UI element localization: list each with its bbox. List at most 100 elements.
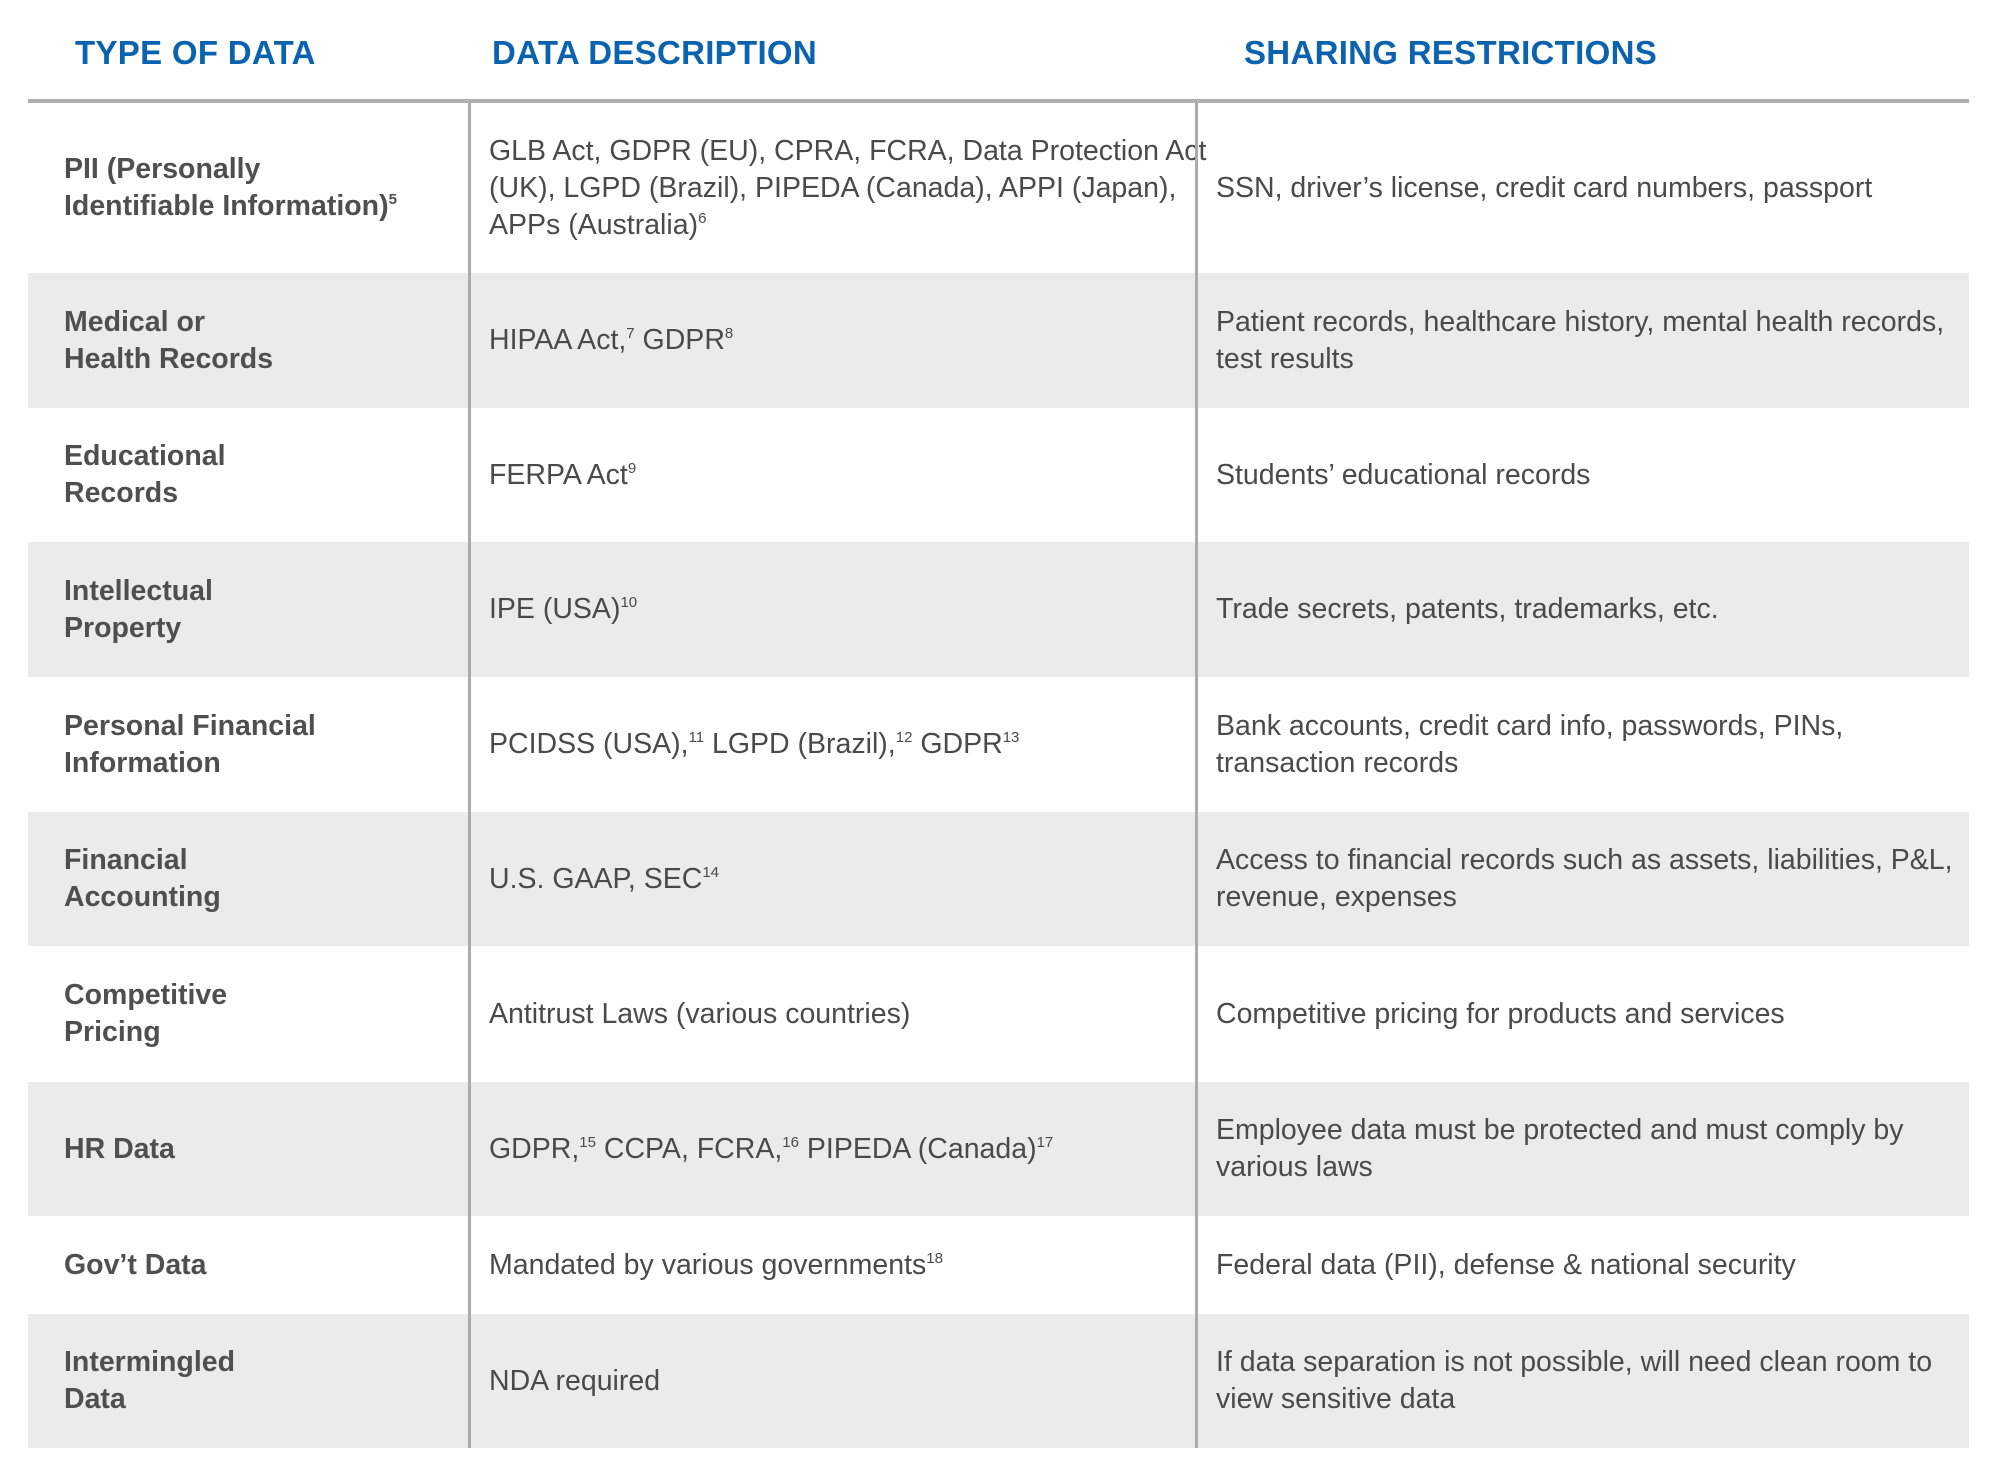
text-segment: Financial (64, 844, 188, 876)
data-description-cell: Antitrust Laws (various countries) (489, 946, 1209, 1082)
footnote-ref: 7 (626, 325, 635, 342)
column-divider-1 (468, 103, 471, 1448)
sharing-restrictions-cell-text: Federal data (PII), defense & national s… (1216, 1247, 1796, 1284)
text-segment: Identifiable Information) (64, 190, 389, 222)
type-of-data-cell: Intellectual Property (64, 542, 464, 677)
data-description-cell: IPE (USA)10 (489, 542, 1209, 677)
footnote-ref: 15 (579, 1133, 596, 1151)
sharing-restrictions-cell-text: Students’ educational records (1216, 457, 1590, 494)
footnote-ref: 8 (724, 325, 734, 342)
type-of-data-cell: Medical or Health Records (64, 273, 464, 408)
data-description-cell: GLB Act, GDPR (EU), CPRA, FCRA, Data Pro… (489, 103, 1209, 273)
sharing-restrictions-cell-text: Trade secrets, patents, trademarks, etc. (1216, 591, 1719, 628)
data-description-cell-text: HIPAA Act,7 GDPR8 (489, 322, 733, 359)
sharing-restrictions-cell: Trade secrets, patents, trademarks, etc. (1216, 542, 1961, 677)
sharing-restrictions-cell: Competitive pricing for products and ser… (1216, 946, 1961, 1082)
column-divider-2 (1195, 103, 1198, 1448)
data-description-cell-text: Mandated by various governments18 (489, 1247, 943, 1284)
header-data-description: DATA DESCRIPTION (492, 34, 818, 71)
sharing-restrictions-cell-text: Employee data must be protected and must… (1216, 1112, 1961, 1186)
text-segment: U.S. GAAP, SEC (489, 862, 703, 895)
text-segment: Educational (64, 440, 226, 472)
footnote-ref: 18 (926, 1249, 943, 1267)
table-row: Competitive Pricing Antitrust Laws (variou… (28, 946, 1969, 1082)
text-segment: IPE (USA) (489, 593, 621, 625)
text-segment: Information (64, 746, 221, 779)
sharing-restrictions-cell-text: Patient records, healthcare history, men… (1216, 304, 1961, 378)
text-segment: PIPEDA (Canada) (798, 1132, 1037, 1165)
type-of-data-cell-text: Gov’t Data (64, 1247, 207, 1284)
data-description-cell-text: PCIDSS (USA),11 LGPD (Brazil),12 GDPR13 (489, 726, 1019, 763)
text-segment: Antitrust Laws (various countries) (489, 997, 911, 1030)
data-description-cell-text: FERPA Act9 (489, 457, 636, 494)
header-divider (28, 99, 1969, 103)
text-segment: Medical or (64, 305, 205, 338)
footnote-ref: 11 (688, 729, 705, 746)
sharing-restrictions-cell-text: Competitive pricing for products and ser… (1216, 996, 1785, 1033)
data-description-cell-text: U.S. GAAP, SEC14 (489, 861, 719, 898)
type-of-data-cell-text: Personal Financial Information (64, 708, 316, 782)
data-description-cell: U.S. GAAP, SEC14 (489, 812, 1209, 946)
sharing-restrictions-cell: Students’ educational records (1216, 408, 1961, 542)
text-segment: If data separation is not possible, will… (1216, 1346, 1933, 1415)
data-description-cell: GDPR,15 CCPA, FCRA,16 PIPEDA (Canada)17 (489, 1082, 1209, 1216)
text-segment: CCPA, FCRA, (595, 1132, 783, 1165)
type-of-data-cell-text: Competitive Pricing (64, 977, 227, 1051)
type-of-data-cell-text: Educational Records (64, 438, 226, 512)
sharing-restrictions-cell: Employee data must be protected and must… (1216, 1082, 1961, 1216)
text-segment: Data (64, 1383, 126, 1415)
type-of-data-cell-text: PII (Personally Identifiable Information)… (64, 151, 397, 225)
text-segment: Health Records (64, 342, 274, 375)
data-description-cell-text: IPE (USA)10 (489, 591, 637, 628)
text-segment: NDA required (489, 1364, 661, 1397)
text-segment: Competitive pricing for products and ser… (1216, 997, 1785, 1030)
sharing-restrictions-cell-text: SSN, driver’s license, credit card numbe… (1216, 170, 1872, 207)
text-segment: GDPR, (489, 1132, 580, 1165)
type-of-data-cell-text: HR Data (64, 1131, 175, 1168)
table-row: Medical or Health Records HIPAA Act,7 GDPR… (28, 273, 1969, 408)
text-segment: GLB Act, GDPR (EU), CPRA, FCRA, Data Pro… (489, 134, 1207, 241)
sharing-restrictions-cell-text: If data separation is not possible, will… (1216, 1344, 1961, 1418)
text-segment: Patient records, healthcare history, men… (1216, 305, 1945, 375)
type-of-data-cell-text: Intermingled Data (64, 1344, 235, 1418)
text-segment: Gov’t Data (64, 1248, 207, 1281)
sharing-restrictions-cell: If data separation is not possible, will… (1216, 1314, 1961, 1448)
type-of-data-cell: Gov’t Data (64, 1216, 464, 1314)
text-segment: Students’ educational records (1216, 458, 1591, 491)
footnote-ref: 10 (620, 594, 638, 611)
type-of-data-cell: Intermingled Data (64, 1314, 464, 1448)
text-segment: Employee data must be protected and must… (1216, 1114, 1904, 1183)
text-segment: Trade secrets, patents, trademarks, etc. (1216, 593, 1719, 625)
text-segment: Accounting (64, 881, 221, 913)
data-description-cell: HIPAA Act,7 GDPR8 (489, 273, 1209, 408)
sharing-restrictions-cell: Bank accounts, credit card info, passwor… (1216, 677, 1961, 812)
text-segment: SSN, driver’s license, credit card numbe… (1216, 171, 1873, 204)
data-description-cell-text: NDA required (489, 1363, 660, 1400)
type-of-data-cell-text: Financial Accounting (64, 842, 221, 916)
footnote-ref: 5 (388, 191, 397, 208)
table-row: PII (Personally Identifiable Information)… (28, 103, 1969, 273)
type-of-data-cell: PII (Personally Identifiable Information)… (64, 103, 464, 273)
footnote-ref: 6 (698, 209, 707, 227)
text-segment: HIPAA Act, (489, 324, 627, 356)
sharing-restrictions-cell-text: Access to financial records such as asse… (1216, 842, 1961, 916)
table-row: Financial Accounting U.S. GAAP, SEC14 Acces… (28, 812, 1969, 946)
table-row: Intermingled Data NDA required If data sepa… (28, 1314, 1969, 1448)
data-description-cell: FERPA Act9 (489, 408, 1209, 542)
text-segment: Records (64, 477, 179, 509)
data-description-cell: NDA required (489, 1314, 1209, 1448)
data-description-cell-text: GDPR,15 CCPA, FCRA,16 PIPEDA (Canada)17 (489, 1131, 1053, 1168)
type-of-data-cell: Competitive Pricing (64, 946, 464, 1082)
text-segment: GDPR (912, 728, 1003, 760)
header-sharing-restrictions: SHARING RESTRICTIONS (1244, 34, 1658, 71)
type-of-data-cell-text: Medical or Health Records (64, 304, 273, 378)
text-segment: Property (64, 611, 182, 644)
table-row: Gov’t Data Mandated by various government… (28, 1216, 1969, 1314)
table-row: Intellectual Property IPE (USA)10 Trade sec… (28, 542, 1969, 677)
sharing-restrictions-cell: Federal data (PII), defense & national s… (1216, 1216, 1961, 1314)
data-description-cell-text: GLB Act, GDPR (EU), CPRA, FCRA, Data Pro… (489, 133, 1209, 244)
footnote-ref: 9 (627, 459, 637, 477)
table-row: HR Data GDPR,15 CCPA, FCRA,16 PIPEDA (Can… (28, 1082, 1969, 1216)
sharing-restrictions-cell: SSN, driver’s license, credit card numbe… (1216, 103, 1961, 273)
type-of-data-cell: Educational Records (64, 408, 464, 542)
